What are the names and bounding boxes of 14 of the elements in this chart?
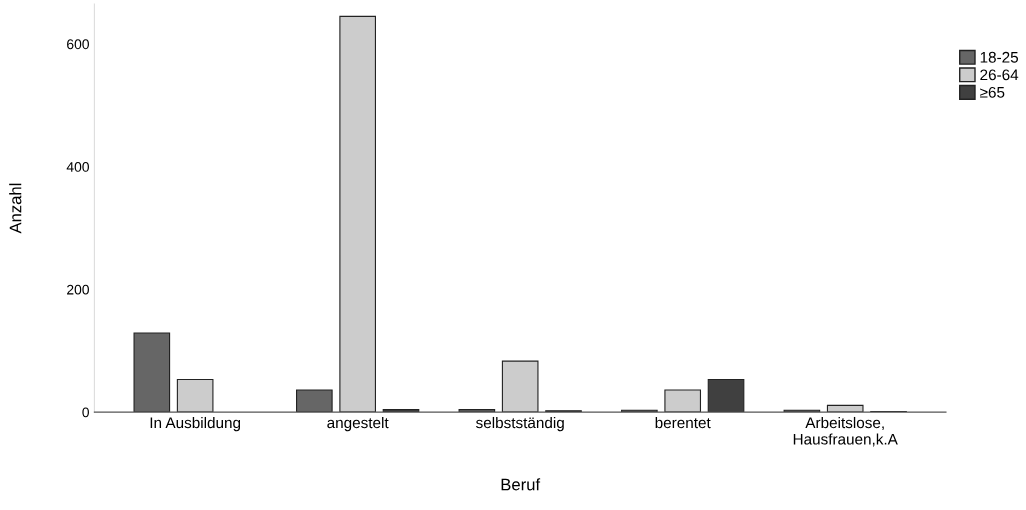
- y-tick-label: 400: [66, 162, 89, 172]
- x-tick-label: selbstständig: [476, 416, 564, 432]
- x-tick-label: Arbeitslose, Hausfrauen,k.A: [793, 416, 898, 447]
- y-tick-label: 0: [82, 407, 89, 418]
- y-axis-title: Anzahl: [9, 183, 22, 234]
- x-tick-label: angestelt: [327, 416, 389, 432]
- legend-label: ≥65: [980, 86, 1005, 98]
- legend-label: 18-25: [980, 51, 1019, 63]
- y-tick-label: 200: [67, 284, 89, 295]
- x-tick-label: berentet: [655, 416, 711, 429]
- legend-label: 26-64: [980, 69, 1019, 81]
- x-axis-title: Beruf: [501, 478, 541, 491]
- y-tick-label: 600: [67, 39, 89, 50]
- x-tick-label: In Ausbildung: [150, 416, 241, 432]
